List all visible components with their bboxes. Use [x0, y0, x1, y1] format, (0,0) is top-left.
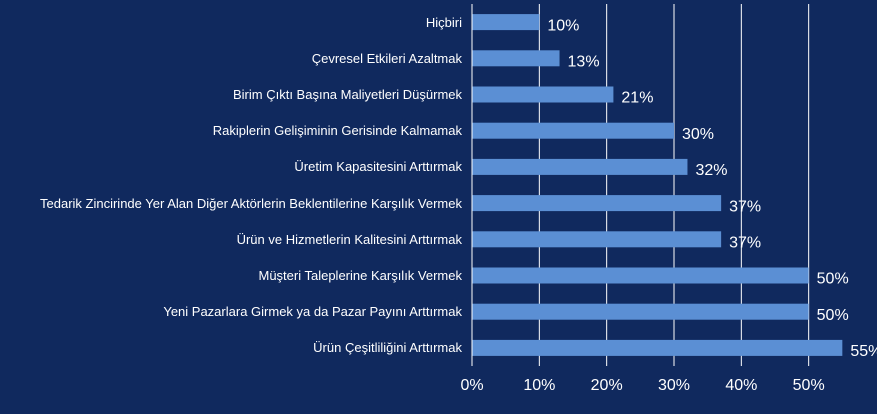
bar	[472, 158, 688, 175]
value-label: 50%	[817, 307, 849, 324]
bar	[472, 122, 674, 139]
bar	[472, 231, 722, 248]
category-label: Birim Çıktı Başına Maliyetleri Düşürmek	[233, 87, 462, 102]
category-label: Yeni Pazarlara Girmek ya da Pazar Payını…	[163, 304, 462, 320]
bar	[472, 339, 843, 356]
bar	[472, 195, 722, 212]
value-label: 32%	[695, 162, 727, 179]
value-label: 37%	[729, 235, 761, 252]
value-label: 21%	[621, 90, 653, 107]
category-label: Çevresel Etkileri Azaltmak	[311, 50, 462, 66]
value-label: 30%	[682, 126, 714, 143]
bar	[472, 14, 540, 31]
value-label: 50%	[817, 271, 849, 288]
x-tick-label: 10%	[523, 377, 555, 394]
value-label: 55%	[850, 343, 877, 360]
value-label: 37%	[729, 198, 761, 215]
value-label: 10%	[547, 17, 579, 34]
x-tick-label: 0%	[460, 377, 483, 394]
bar	[472, 50, 560, 67]
value-label: 13%	[568, 54, 600, 71]
x-tick-label: 30%	[658, 377, 690, 394]
category-label: Rakiplerin Gelişiminin Gerisinde Kalmama…	[212, 123, 462, 139]
category-label: Müşteri Taleplerine Karşılık Vermek	[258, 268, 462, 283]
bar	[472, 303, 809, 320]
category-label: Tedarik Zincirinde Yer Alan Diğer Aktörl…	[40, 195, 462, 211]
bar	[472, 86, 614, 103]
x-tick-label: 50%	[793, 377, 825, 394]
category-label: Ürün ve Hizmetlerin Kalitesini Arttırmak	[236, 231, 462, 247]
category-label: Hiçbiri	[425, 14, 462, 30]
x-tick-label: 40%	[725, 377, 757, 394]
category-label: Ürün Çeşitliliğini Arttırmak	[313, 340, 462, 356]
bar	[472, 267, 809, 284]
x-tick-label: 20%	[591, 377, 623, 394]
category-label: Üretim Kapasitesini Arttırmak	[294, 159, 462, 175]
